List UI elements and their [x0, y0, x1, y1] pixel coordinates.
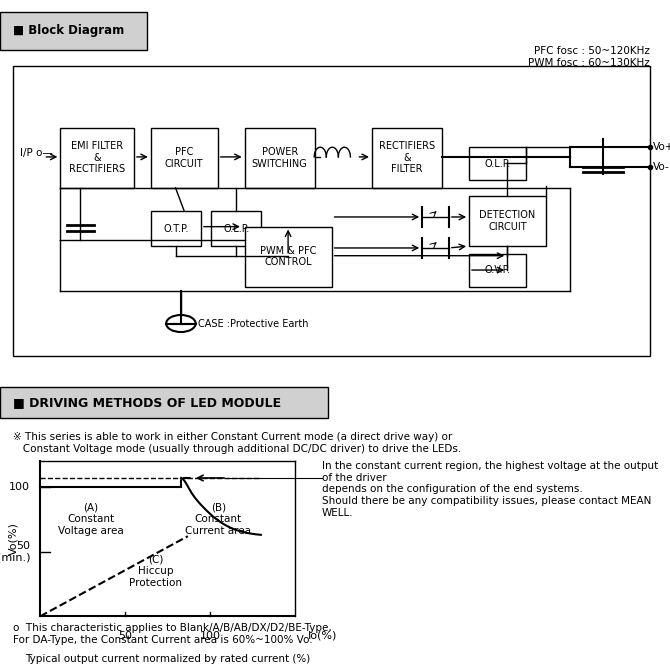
Text: O.L.P.: O.L.P. [223, 224, 249, 234]
Text: O.T.P.: O.T.P. [163, 224, 189, 234]
Text: o  This characteristic applies to Blank/A/B/AB/DX/D2/BE-Type,
For DA-Type, the C: o This characteristic applies to Blank/A… [13, 623, 332, 645]
Text: ■ DRIVING METHODS OF LED MODULE: ■ DRIVING METHODS OF LED MODULE [13, 396, 281, 409]
Bar [151, 211, 201, 246]
Text: 100: 100 [200, 631, 220, 641]
Text: 50: 50 [118, 631, 132, 641]
Text: 50
(min.): 50 (min.) [0, 541, 30, 562]
Text: Vo-: Vo- [653, 162, 670, 172]
Text: In the constant current region, the highest voltage at the output of the driver
: In the constant current region, the high… [322, 461, 658, 518]
Text: EMI FILTER
&
RECTIFIERS: EMI FILTER & RECTIFIERS [69, 141, 125, 174]
Text: Vo(%): Vo(%) [9, 522, 18, 555]
Text: PFC
CIRCUIT: PFC CIRCUIT [165, 147, 204, 169]
Bar [469, 254, 526, 287]
Bar [211, 211, 261, 246]
Bar [60, 128, 134, 188]
Text: I/P o—: I/P o— [20, 148, 53, 158]
Text: DETECTION
CIRCUIT: DETECTION CIRCUIT [480, 210, 535, 232]
Text: ※ This series is able to work in either Constant Current mode (a direct drive wa: ※ This series is able to work in either … [13, 432, 462, 454]
Bar [372, 128, 442, 188]
Text: CASE :Protective Earth: CASE :Protective Earth [198, 319, 308, 329]
Text: PFC fosc : 50~120KHz
PWM fosc : 60~130KHz: PFC fosc : 50~120KHz PWM fosc : 60~130KH… [528, 47, 650, 68]
Text: 100: 100 [9, 482, 30, 492]
Text: (C)
Hiccup
Protection: (C) Hiccup Protection [129, 554, 182, 588]
Bar [469, 196, 546, 246]
Text: (A)
Constant
Voltage area: (A) Constant Voltage area [58, 503, 124, 536]
Bar [151, 128, 218, 188]
Text: ■ Block Diagram: ■ Block Diagram [13, 25, 125, 37]
Text: (B)
Constant
Current area: (B) Constant Current area [186, 503, 251, 536]
Text: POWER
SWITCHING: POWER SWITCHING [252, 147, 308, 169]
Text: Typical output current normalized by rated current (%): Typical output current normalized by rat… [25, 653, 310, 663]
Text: PWM & PFC
CONTROL: PWM & PFC CONTROL [260, 246, 316, 267]
Bar [245, 128, 315, 188]
Bar [469, 147, 526, 180]
Text: Vo+: Vo+ [653, 142, 670, 152]
Text: RECTIFIERS
&
FILTER: RECTIFIERS & FILTER [379, 141, 435, 174]
Text: Io(%): Io(%) [308, 631, 338, 641]
FancyBboxPatch shape [0, 387, 328, 418]
Bar [245, 226, 332, 287]
Bar [13, 66, 650, 357]
FancyBboxPatch shape [0, 11, 147, 50]
Text: O.V.P.: O.V.P. [484, 265, 511, 275]
Text: O.L.P.: O.L.P. [484, 159, 511, 169]
